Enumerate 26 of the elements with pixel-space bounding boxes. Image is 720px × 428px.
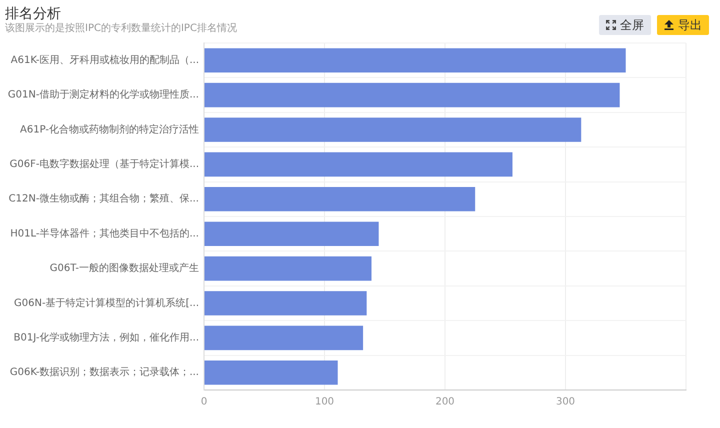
y-tick-label: B01J-化学或物理方法，例如，催化作用... xyxy=(14,332,199,344)
bar xyxy=(204,118,582,142)
y-tick-label: G01N-借助于测定材料的化学或物理性质... xyxy=(8,88,199,101)
y-tick-label: G06F-电数字数据处理（基于特定计算模... xyxy=(10,158,199,170)
bar xyxy=(204,256,372,281)
text: 该图展示的是按照IPC的专利数量统计的IPC排名情况 xyxy=(5,23,237,35)
bar xyxy=(204,291,367,316)
bar xyxy=(204,152,512,177)
x-tick-label: 200 xyxy=(435,396,455,408)
bar xyxy=(204,82,620,108)
y-tick-label: G06N-基于特定计算模型的计算机系统[... xyxy=(14,296,199,309)
bar xyxy=(204,48,626,72)
y-tick-label: C12N-微生物或酶；其组合物；繁殖、保... xyxy=(8,192,199,205)
bar xyxy=(204,187,476,212)
y-tick-label: G06K-数据识别；数据表示；记录载体；... xyxy=(10,366,199,378)
y-tick-label: H01L-半导体器件；其他类目中不包括的... xyxy=(10,227,199,240)
text: 排名分析 xyxy=(5,6,61,22)
y-tick-label: G06T-一般的图像数据处理或产生 xyxy=(50,262,199,274)
x-tick-label: 300 xyxy=(556,396,576,408)
y-tick-label: A61P-化合物或药物制剂的特定治疗活性 xyxy=(20,123,199,136)
bar xyxy=(204,222,379,246)
bar xyxy=(204,360,338,385)
bar xyxy=(204,326,364,350)
y-tick-label: A61K-医用、牙科用或梳妆用的配制品（... xyxy=(10,54,199,66)
x-tick-label: 0 xyxy=(200,396,208,408)
x-tick-label: 100 xyxy=(314,396,334,408)
